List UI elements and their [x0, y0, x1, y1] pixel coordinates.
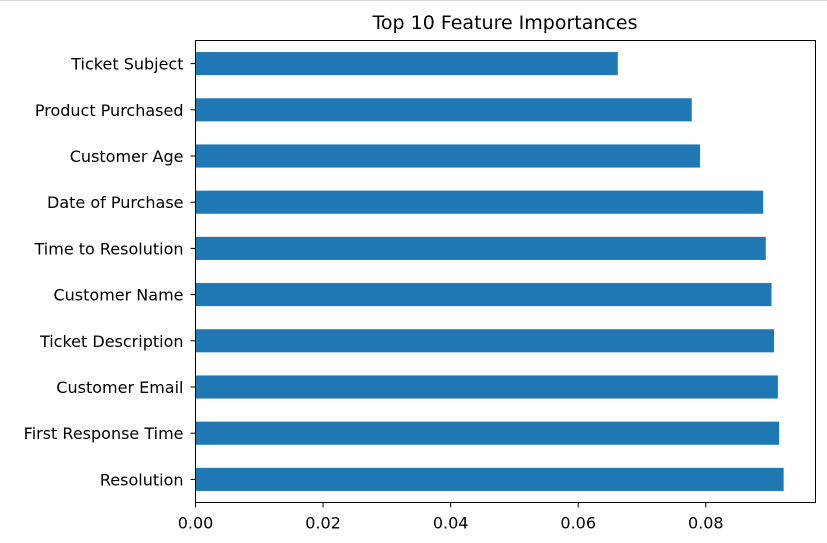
x-axis-ticks: 0.00 0.02 0.04 0.06 0.08 — [178, 502, 724, 533]
bar — [195, 144, 701, 168]
x-tick-label: 0.04 — [433, 514, 469, 533]
y-tick-label: First Response Time — [24, 424, 184, 443]
y-tick-label: Customer Age — [70, 147, 184, 166]
axes-frame — [195, 40, 816, 503]
x-tick-label: 0.08 — [688, 514, 724, 533]
y-tick-label: Time to Resolution — [34, 239, 184, 258]
y-tick-label: Customer Name — [53, 286, 183, 305]
bar — [195, 283, 772, 307]
bars — [195, 52, 784, 491]
top-divider — [0, 0, 827, 1]
y-tick-label: Resolution — [100, 470, 184, 489]
y-axis-ticks: Ticket Subject Product Purchased Customer … — [24, 55, 196, 489]
bar — [195, 329, 775, 353]
bar — [195, 52, 618, 76]
x-tick-label: 0.02 — [305, 514, 341, 533]
bar — [195, 467, 784, 491]
bar — [195, 421, 780, 445]
x-tick-label: 0.06 — [560, 514, 596, 533]
y-tick-label: Date of Purchase — [47, 193, 184, 212]
bar — [195, 375, 778, 399]
bar — [195, 236, 766, 260]
y-tick-label: Customer Email — [56, 378, 183, 397]
x-tick-label: 0.00 — [178, 514, 214, 533]
y-tick-label: Product Purchased — [35, 101, 184, 120]
bar — [195, 98, 692, 122]
y-tick-label: Ticket Description — [39, 332, 184, 351]
y-tick-label: Ticket Subject — [70, 55, 183, 74]
bar — [195, 190, 764, 214]
chart-title: Top 10 Feature Importances — [372, 12, 638, 34]
